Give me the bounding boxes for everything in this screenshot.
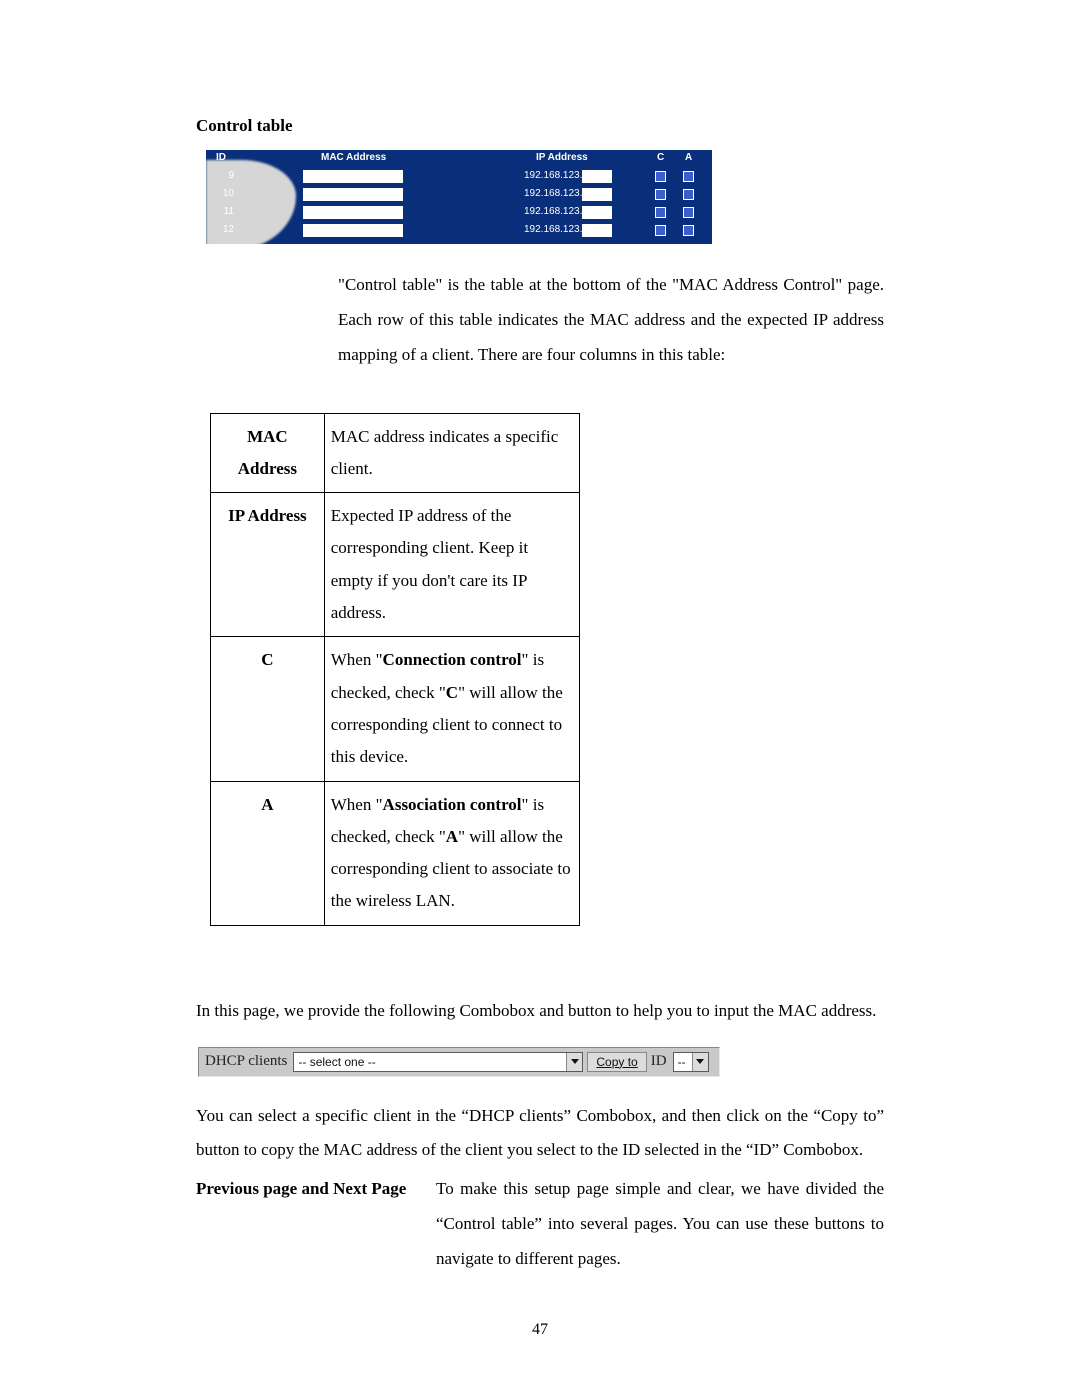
mac-input[interactable] xyxy=(303,224,403,237)
prev-next-label: Previous page and Next Page xyxy=(196,1172,436,1277)
definition-row: CWhen "Connection control" is checked, c… xyxy=(211,637,580,781)
section-title: Control table xyxy=(196,116,884,136)
definition-value: When "Connection control" is checked, ch… xyxy=(324,637,579,781)
row-id: 11 xyxy=(210,206,234,217)
ip-input[interactable] xyxy=(582,188,612,201)
col-c: C xyxy=(657,152,664,163)
chevron-down-icon xyxy=(692,1053,708,1071)
combobox-panel: DHCP clients -- select one -- Copy to ID… xyxy=(198,1047,720,1077)
col-id: ID xyxy=(216,152,226,163)
row-id: 9 xyxy=(210,170,234,181)
ip-prefix: 192.168.123. xyxy=(524,206,582,217)
definition-value: Expected IP address of the corresponding… xyxy=(324,493,579,637)
control-table-row: 11 192.168.123. xyxy=(206,206,712,224)
dhcp-clients-label: DHCP clients xyxy=(205,1053,287,1070)
id-select[interactable]: -- xyxy=(673,1052,709,1072)
ip-prefix: 192.168.123. xyxy=(524,224,582,235)
mac-input[interactable] xyxy=(303,188,403,201)
col-a: A xyxy=(685,152,692,163)
copy-to-button[interactable]: Copy to xyxy=(587,1052,646,1072)
document-page: Control table ID MAC Address IP Address … xyxy=(0,0,1080,1397)
dhcp-clients-select[interactable]: -- select one -- xyxy=(293,1052,583,1072)
control-table-row: 10 192.168.123. xyxy=(206,188,712,206)
mac-input[interactable] xyxy=(303,170,403,183)
definition-key: A xyxy=(211,781,325,925)
id-label: ID xyxy=(651,1053,667,1070)
c-checkbox[interactable] xyxy=(655,171,666,182)
definition-row: AWhen "Association control" is checked, … xyxy=(211,781,580,925)
control-table-header: ID MAC Address IP Address C A xyxy=(206,150,712,168)
control-table-rows: 9 192.168.123. 10 192.168.123. 11 192.168.123… xyxy=(206,170,712,242)
mac-input[interactable] xyxy=(303,206,403,219)
ip-input[interactable] xyxy=(582,224,612,237)
ip-prefix: 192.168.123. xyxy=(524,170,582,181)
definition-row: IP AddressExpected IP address of the cor… xyxy=(211,493,580,637)
chevron-down-icon xyxy=(566,1053,582,1071)
ip-input[interactable] xyxy=(582,206,612,219)
prev-next-text: To make this setup page simple and clear… xyxy=(436,1172,884,1277)
col-mac: MAC Address xyxy=(321,152,386,163)
combobox-intro: In this page, we provide the following C… xyxy=(196,994,884,1029)
combobox-explanation: You can select a specific client in the … xyxy=(196,1099,884,1169)
prev-next-section: Previous page and Next Page To make this… xyxy=(196,1172,884,1277)
c-checkbox[interactable] xyxy=(655,189,666,200)
ip-prefix: 192.168.123. xyxy=(524,188,582,199)
col-ip: IP Address xyxy=(536,152,588,163)
id-select-value: -- xyxy=(674,1055,692,1069)
control-table-row: 12 192.168.123. xyxy=(206,224,712,242)
definitions-table: MAC AddressMAC address indicates a speci… xyxy=(210,413,580,926)
definition-value: MAC address indicates a specific client. xyxy=(324,413,579,493)
control-table-row: 9 192.168.123. xyxy=(206,170,712,188)
definition-key: C xyxy=(211,637,325,781)
ip-input[interactable] xyxy=(582,170,612,183)
definition-row: MAC AddressMAC address indicates a speci… xyxy=(211,413,580,493)
row-id: 10 xyxy=(210,188,234,199)
dhcp-clients-select-value: -- select one -- xyxy=(294,1055,566,1069)
c-checkbox[interactable] xyxy=(655,207,666,218)
a-checkbox[interactable] xyxy=(683,171,694,182)
control-table-figure: ID MAC Address IP Address C A 9 192.168.1… xyxy=(206,150,712,244)
a-checkbox[interactable] xyxy=(683,189,694,200)
c-checkbox[interactable] xyxy=(655,225,666,236)
row-id: 12 xyxy=(210,224,234,235)
page-number: 47 xyxy=(0,1321,1080,1339)
control-table-description: "Control table" is the table at the bott… xyxy=(338,268,884,373)
a-checkbox[interactable] xyxy=(683,225,694,236)
definition-value: When "Association control" is checked, c… xyxy=(324,781,579,925)
definition-key: MAC Address xyxy=(211,413,325,493)
definition-key: IP Address xyxy=(211,493,325,637)
a-checkbox[interactable] xyxy=(683,207,694,218)
